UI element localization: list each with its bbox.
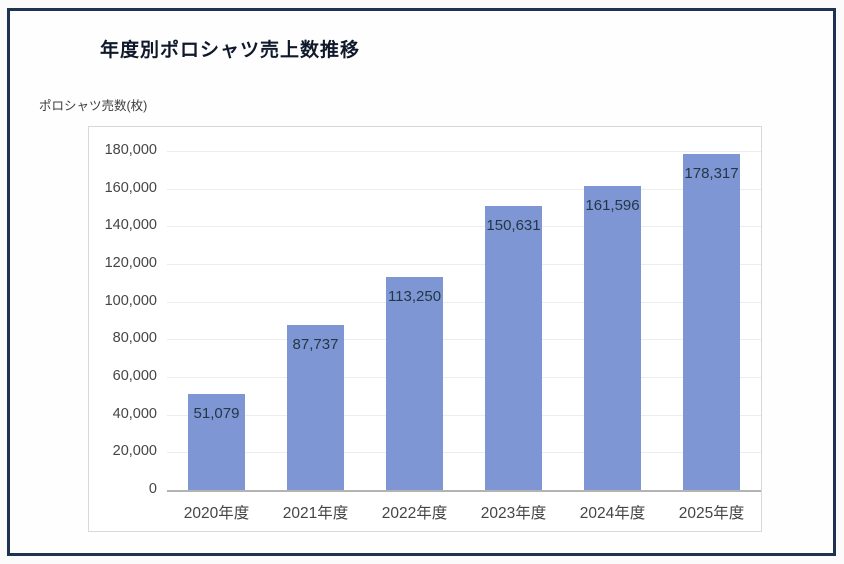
- y-axis-tick-label: 100,000: [104, 292, 157, 309]
- gridline: [167, 339, 761, 341]
- y-axis-tick-label: 160,000: [104, 179, 157, 196]
- plot-area: 51,079 87,737 113,250 150,631 161,596 178,317: [167, 151, 761, 492]
- y-axis-tick-label: 120,000: [104, 255, 157, 271]
- bar-value-label: 150,631: [486, 217, 541, 235]
- chart-title: 年度別ポロシャツ売上数推移: [100, 40, 361, 61]
- chart-window-frame: 年度別ポロシャツ売上数推移 ポロシャツ売数(枚) 51,079 87,737 113…: [7, 8, 836, 556]
- bar-value-label: 161,596: [585, 196, 640, 214]
- bar: 113,250: [386, 276, 443, 490]
- bar-value-label: 51,079: [193, 404, 240, 422]
- y-axis-tick-label: 20,000: [112, 443, 157, 460]
- bar-value-label: 178,317: [684, 165, 739, 183]
- x-axis-label: 2021年度: [282, 505, 349, 522]
- y-axis-unit-label: ポロシャツ売数(枚): [39, 99, 148, 113]
- bar-value-label: 87,737: [292, 335, 339, 353]
- y-axis-tick-label: 40,000: [112, 405, 157, 422]
- y-axis-tick-label: 180,000: [104, 142, 157, 158]
- gridline: [167, 226, 761, 228]
- bar: 178,317: [683, 154, 740, 490]
- x-axis-label: 2023年度: [480, 505, 547, 522]
- bar: 87,737: [287, 324, 344, 490]
- bar: 161,596: [584, 185, 641, 490]
- gridline: [167, 264, 761, 265]
- gridline: [167, 452, 761, 454]
- gridline: [167, 188, 761, 190]
- y-axis-tick-label: 0: [148, 481, 157, 497]
- gridline: [167, 414, 761, 416]
- gridline: [167, 301, 761, 303]
- x-axis-label: 2022年度: [381, 505, 448, 522]
- x-axis-label: 2024年度: [579, 505, 646, 522]
- chart-area: 51,079 87,737 113,250 150,631 161,596 178,317…: [88, 126, 762, 532]
- y-axis-tick-label: 140,000: [104, 217, 157, 234]
- bar-value-label: 113,250: [387, 287, 442, 305]
- y-axis-tick-label: 80,000: [112, 330, 157, 347]
- bar: 51,079: [188, 393, 245, 490]
- x-axis-label: 2025年度: [678, 505, 745, 522]
- x-axis-label: 2020年度: [183, 505, 250, 522]
- gridline: [167, 377, 761, 378]
- bar: 150,631: [485, 206, 542, 490]
- gridline: [167, 151, 761, 152]
- y-axis-tick-label: 60,000: [112, 368, 157, 384]
